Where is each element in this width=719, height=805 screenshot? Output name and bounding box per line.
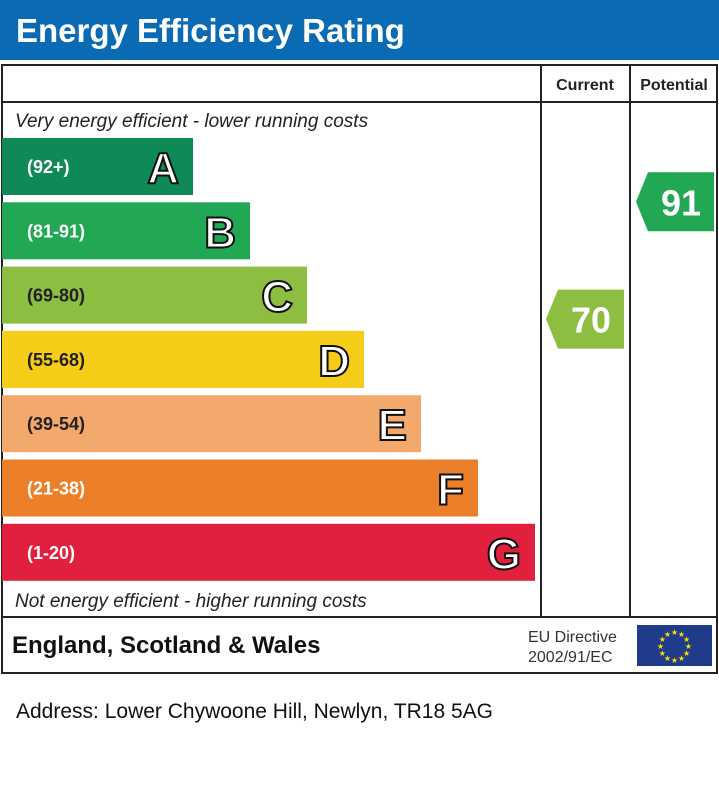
footer-region: England, Scotland & Wales	[12, 632, 320, 659]
bottom-note: Not energy efficient - higher running co…	[15, 591, 367, 612]
potential-rating-arrow	[636, 172, 714, 232]
svg-text:★: ★	[678, 654, 685, 663]
eu-stars-icon: ★ ★★★★★★★★★★★	[657, 628, 692, 665]
svg-text:★: ★	[685, 642, 692, 651]
eu-directive-line1: EU Directive	[528, 629, 617, 646]
band-letter-e: E	[378, 401, 407, 450]
svg-text:★: ★	[664, 654, 671, 663]
svg-text:★: ★	[678, 630, 685, 639]
title-bar	[0, 0, 719, 60]
current-rating-value: 70	[571, 300, 611, 341]
band-bar-e	[2, 395, 421, 453]
band-bar-b	[2, 202, 250, 260]
band-letter-d: D	[318, 337, 350, 386]
eu-flag-icon	[637, 625, 712, 666]
svg-text:★: ★	[683, 635, 690, 644]
svg-text:★: ★	[659, 649, 666, 658]
svg-text:★: ★	[659, 635, 666, 644]
svg-text:★: ★	[664, 630, 671, 639]
svg-text:★: ★	[671, 628, 678, 637]
band-range-d: (55-68)	[27, 350, 85, 370]
current-rating-arrow	[546, 289, 624, 349]
chart-title: Energy Efficiency Rating	[16, 12, 405, 49]
band-bar-a	[2, 138, 193, 195]
band-bar-f	[2, 459, 478, 517]
band-range-b: (81-91)	[27, 221, 85, 241]
band-letter-g: G	[487, 530, 521, 579]
top-note: Very energy efficient - lower running co…	[15, 111, 369, 132]
band-letter-f: F	[437, 466, 464, 515]
svg-text:★: ★	[671, 656, 678, 665]
band-letter-c: C	[261, 273, 293, 322]
band-range-a: (92+)	[27, 157, 70, 177]
current-column-header: Current	[556, 77, 614, 94]
band-range-g: (1-20)	[27, 543, 75, 563]
band-range-f: (21-38)	[27, 479, 85, 499]
band-range-e: (39-54)	[27, 414, 85, 434]
band-bar-g	[2, 523, 535, 581]
potential-rating-value: 91	[661, 182, 701, 223]
energy-rating-chart: Energy Efficiency Rating Current Potenti…	[0, 0, 719, 674]
band-letter-a: A	[147, 144, 179, 193]
address: Address: Lower Chywoone Hill, Newlyn, TR…	[16, 700, 493, 723]
band-letter-b: B	[204, 208, 236, 257]
eu-directive-line2: 2002/91/EC	[528, 649, 613, 666]
band-bar-d	[2, 330, 364, 388]
svg-text:★: ★	[683, 649, 690, 658]
band-range-c: (69-80)	[27, 286, 85, 306]
band-bar-c	[2, 266, 307, 324]
svg-text:★: ★	[657, 642, 664, 651]
potential-column-header: Potential	[640, 77, 708, 94]
